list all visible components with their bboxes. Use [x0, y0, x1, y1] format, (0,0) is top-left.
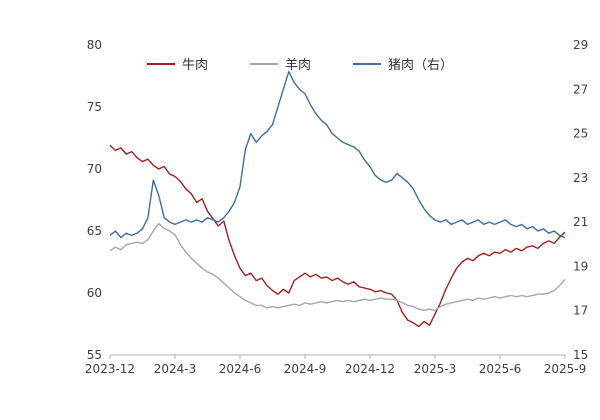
right-axis-label: 23	[573, 171, 588, 185]
right-axis-label: 29	[573, 38, 588, 52]
legend: 牛肉 羊肉 猪肉（右）	[0, 54, 600, 73]
legend-item-mutton: 羊肉	[249, 54, 311, 73]
beef-line-swatch	[146, 62, 175, 65]
x-axis-label: 2024-9	[284, 362, 327, 376]
legend-label-pork: 猪肉（右）	[388, 58, 454, 73]
left-axis-label: 80	[87, 38, 102, 52]
left-axis-label: 60	[87, 286, 102, 300]
left-axis-label: 65	[87, 224, 102, 238]
mutton-line-swatch	[249, 62, 278, 65]
x-axis-label: 2024-12	[345, 362, 395, 376]
left-axis-label: 75	[87, 100, 102, 114]
x-axis-label: 2025-3	[414, 362, 457, 376]
right-axis-label: 17	[573, 304, 588, 318]
right-axis-label: 15	[573, 348, 588, 362]
right-axis-label: 19	[573, 259, 588, 273]
left-axis-label: 55	[87, 348, 102, 362]
right-axis-label: 27	[573, 82, 588, 96]
x-axis-label: 2024-6	[219, 362, 262, 376]
x-axis-label: 2025-6	[479, 362, 522, 376]
x-axis-label: 2024-3	[154, 362, 197, 376]
legend-label-mutton: 羊肉	[284, 58, 311, 73]
x-axis-label: 2023-12	[85, 362, 135, 376]
series-line-1	[109, 222, 566, 312]
legend-item-beef: 牛肉	[146, 54, 208, 73]
legend-label-beef: 牛肉	[181, 58, 208, 73]
left-axis-label: 70	[87, 162, 102, 176]
right-axis-label: 25	[573, 127, 588, 141]
right-axis-label: 21	[573, 215, 588, 229]
series-line-2	[109, 70, 566, 239]
pork-line-swatch	[353, 62, 381, 65]
series-line-0	[109, 144, 566, 328]
x-axis-label: 2025-9	[544, 362, 587, 376]
legend-item-pork: 猪肉（右）	[353, 54, 453, 73]
